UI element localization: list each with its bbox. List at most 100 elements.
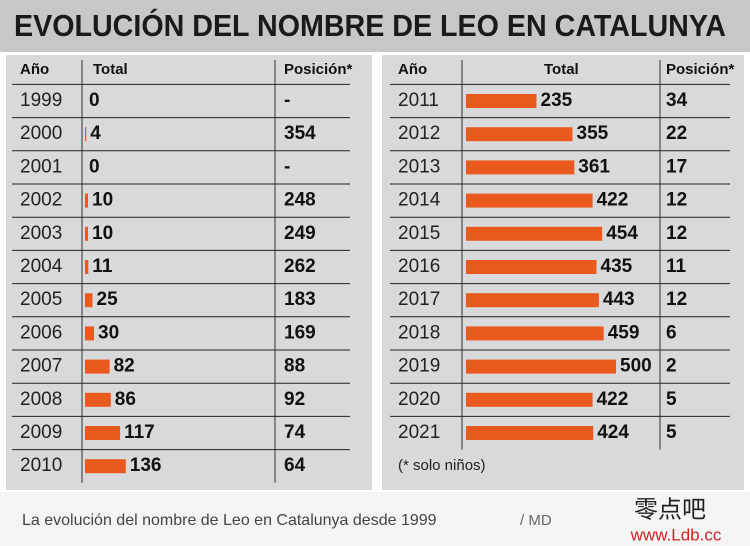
position: 354	[284, 123, 316, 144]
total: 361	[578, 156, 610, 177]
credit: / MD	[520, 512, 552, 529]
year: 2011	[398, 90, 439, 111]
position: 92	[284, 389, 305, 410]
total: 11	[92, 256, 113, 277]
total: 355	[577, 123, 609, 144]
position: 11	[666, 256, 687, 277]
year: 2002	[20, 190, 62, 211]
bar	[85, 193, 88, 208]
bar	[85, 392, 111, 407]
bar	[85, 459, 126, 474]
watermark-name: 零点吧	[634, 497, 706, 524]
position: 262	[284, 256, 316, 277]
bar	[466, 359, 616, 374]
caption: La evolución del nombre de Leo en Catalu…	[22, 512, 437, 529]
position: 74	[284, 422, 306, 443]
position: 2	[666, 356, 677, 377]
column-header: Posición*	[666, 61, 735, 78]
total: 424	[597, 422, 629, 443]
bar	[85, 359, 110, 374]
column-header: Año	[20, 61, 49, 78]
bar	[466, 160, 575, 175]
year: 2019	[398, 356, 440, 377]
total: 422	[597, 389, 629, 410]
bar	[466, 392, 593, 407]
year: 2004	[20, 256, 63, 277]
total: 435	[601, 256, 633, 277]
total: 235	[541, 90, 573, 111]
bar	[85, 326, 94, 341]
position: 6	[666, 322, 677, 343]
position: 22	[666, 123, 687, 144]
bar	[85, 293, 93, 308]
column-header: Total	[544, 61, 579, 78]
bar	[466, 94, 537, 108]
total: 459	[608, 322, 640, 343]
bar	[466, 426, 594, 440]
year: 2003	[20, 223, 62, 244]
year: 2018	[398, 322, 440, 343]
total: 0	[89, 90, 100, 111]
total: 82	[114, 356, 135, 377]
position: 12	[666, 190, 687, 211]
position: 64	[284, 455, 306, 476]
left-panel	[6, 55, 372, 490]
year: 2012	[398, 123, 440, 144]
position: 34	[666, 90, 688, 111]
bar	[466, 260, 597, 274]
bar	[85, 260, 89, 274]
year: 2007	[20, 356, 62, 377]
position: 88	[284, 356, 305, 377]
position: -	[284, 90, 290, 111]
total: 454	[606, 223, 638, 244]
total: 0	[89, 156, 100, 177]
position: 12	[666, 289, 687, 310]
total: 136	[130, 455, 162, 476]
year: 2020	[398, 389, 440, 410]
footnote: (* solo niños)	[398, 457, 486, 474]
total: 117	[124, 422, 155, 443]
bar	[466, 226, 603, 241]
total: 25	[97, 289, 119, 310]
position: 5	[666, 389, 677, 410]
year: 2005	[20, 289, 62, 310]
position: 183	[284, 289, 316, 310]
bar	[85, 127, 87, 142]
position: 17	[666, 156, 687, 177]
column-header: Año	[398, 61, 427, 78]
year: 2000	[20, 123, 62, 144]
position: 248	[284, 190, 316, 211]
bar	[466, 127, 573, 142]
total: 10	[92, 190, 113, 211]
position: -	[284, 156, 290, 177]
total: 86	[115, 389, 136, 410]
bar	[85, 426, 121, 440]
total: 4	[90, 123, 101, 144]
total: 422	[597, 190, 629, 211]
year: 2013	[398, 156, 440, 177]
watermark-url: www.Ldb.cc	[630, 525, 722, 544]
total: 10	[92, 223, 113, 244]
bar	[466, 293, 599, 308]
year: 2016	[398, 256, 440, 277]
column-header: Posición*	[284, 61, 353, 78]
year: 1999	[20, 90, 62, 111]
caption-area	[0, 492, 750, 546]
year: 2017	[398, 289, 440, 310]
total: 443	[603, 289, 635, 310]
bar	[466, 326, 604, 341]
year: 2009	[20, 422, 62, 443]
title-bar	[0, 0, 750, 52]
position: 12	[666, 223, 687, 244]
bar	[85, 226, 88, 241]
position: 5	[666, 422, 677, 443]
year: 2014	[398, 190, 441, 211]
year: 2015	[398, 223, 440, 244]
total: 500	[620, 356, 652, 377]
year: 2010	[20, 455, 62, 476]
year: 2021	[398, 422, 440, 443]
year: 2001	[20, 156, 62, 177]
year: 2006	[20, 322, 62, 343]
title: EVOLUCIÓN DEL NOMBRE DE LEO EN CATALUNYA	[14, 7, 726, 43]
